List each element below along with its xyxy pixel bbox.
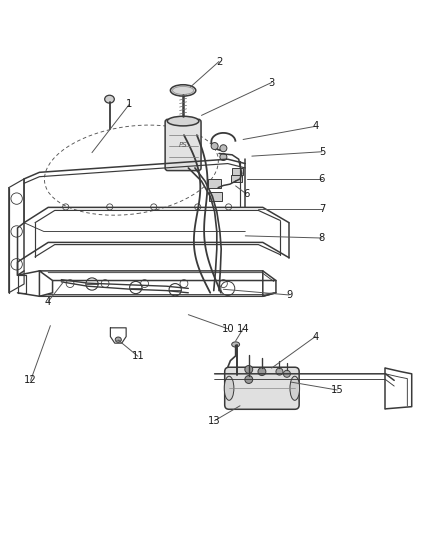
Text: PS: PS [179, 142, 187, 148]
Text: 4: 4 [45, 296, 51, 306]
FancyBboxPatch shape [208, 179, 221, 188]
FancyBboxPatch shape [209, 192, 222, 201]
Text: 12: 12 [24, 375, 37, 385]
Circle shape [245, 366, 253, 374]
FancyBboxPatch shape [165, 119, 201, 171]
Text: 6: 6 [319, 174, 325, 184]
Ellipse shape [115, 337, 121, 342]
Ellipse shape [232, 342, 240, 347]
Text: 4: 4 [312, 332, 318, 342]
Text: 2: 2 [216, 56, 222, 67]
Text: 4: 4 [312, 122, 318, 131]
FancyBboxPatch shape [231, 175, 242, 182]
Text: 5: 5 [319, 147, 325, 157]
Ellipse shape [290, 376, 300, 400]
Text: 6: 6 [243, 189, 249, 199]
Ellipse shape [167, 116, 199, 126]
Circle shape [258, 368, 266, 376]
Ellipse shape [170, 85, 196, 96]
Circle shape [220, 145, 227, 152]
Text: 9: 9 [286, 290, 292, 300]
Text: 13: 13 [208, 416, 221, 426]
Text: 8: 8 [319, 233, 325, 243]
Text: 1: 1 [126, 100, 132, 109]
Ellipse shape [224, 376, 234, 400]
Circle shape [283, 370, 290, 377]
Text: 15: 15 [331, 385, 344, 395]
Circle shape [211, 142, 218, 150]
Text: 3: 3 [268, 77, 275, 87]
Circle shape [276, 368, 283, 375]
Circle shape [245, 376, 253, 383]
Text: 14: 14 [237, 324, 249, 334]
FancyBboxPatch shape [232, 167, 243, 174]
Circle shape [220, 154, 227, 160]
Text: 10: 10 [222, 324, 234, 334]
FancyBboxPatch shape [225, 367, 299, 409]
Text: 7: 7 [319, 204, 325, 214]
Ellipse shape [105, 95, 114, 103]
Text: 11: 11 [131, 351, 145, 361]
